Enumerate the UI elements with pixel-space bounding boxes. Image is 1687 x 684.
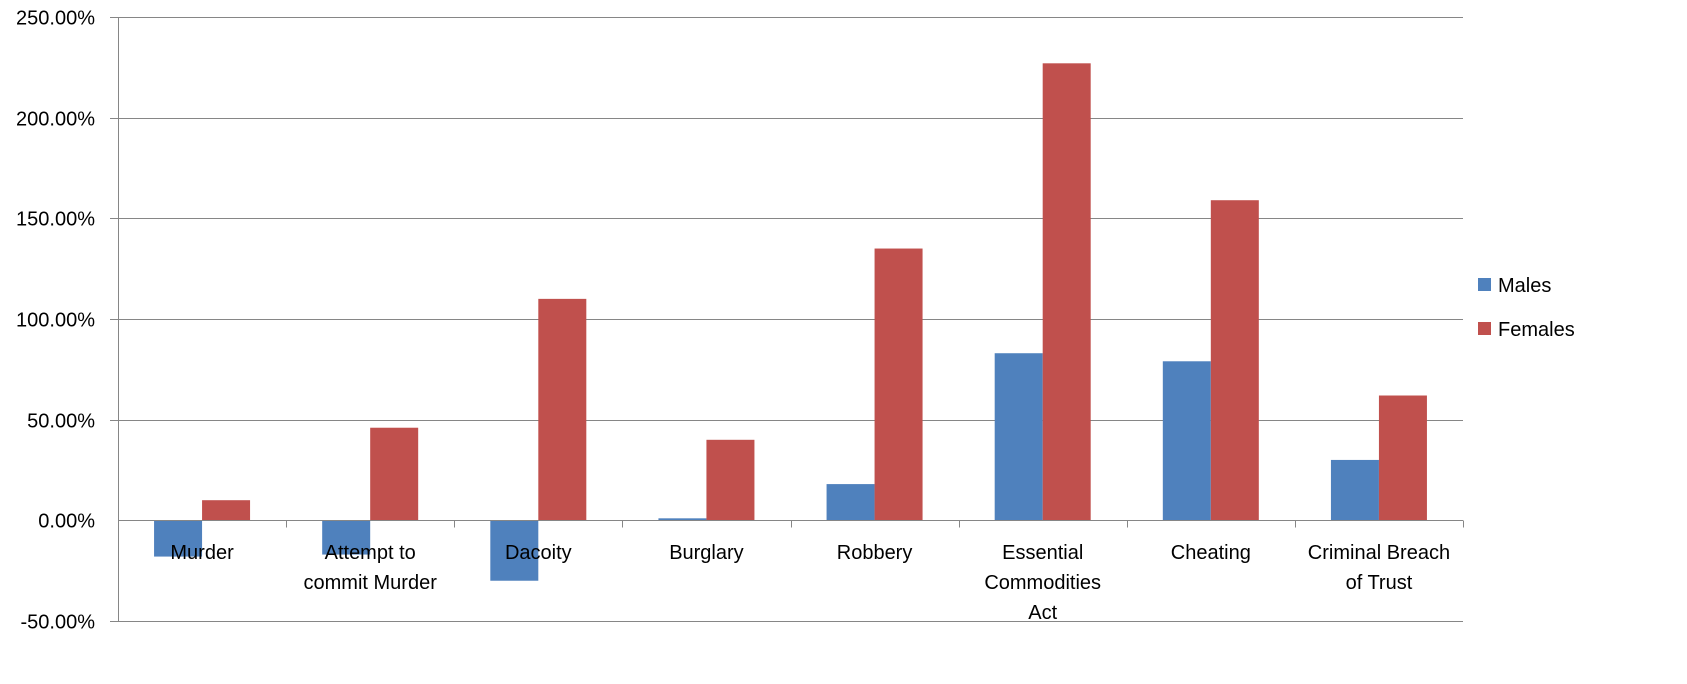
bar-males [658, 518, 707, 521]
bar-males [154, 520, 203, 557]
legend: Males Females [1478, 275, 1575, 341]
bar-females [1210, 200, 1259, 521]
legend-label-males: Males [1498, 275, 1551, 297]
y-tick-label: -50.00% [21, 612, 96, 634]
bar-males [826, 484, 875, 521]
bar-females [538, 298, 587, 521]
y-tick-label: 50.00% [27, 411, 95, 433]
y-tick-label: 100.00% [16, 310, 95, 332]
category-label: Dacoity [505, 542, 572, 564]
category-label: Burglary [669, 542, 743, 564]
category-label-line: Burglary [669, 542, 743, 564]
bars [154, 63, 1427, 581]
legend-swatch-males [1478, 278, 1491, 291]
category-label: Attempt to commit Murder [304, 542, 438, 594]
bar-males [994, 353, 1043, 521]
y-tick-label: 150.00% [16, 209, 95, 231]
category-label: Robbery [837, 542, 913, 564]
category-label-line: Murder [170, 542, 234, 564]
category-label-line: commit Murder [304, 572, 438, 594]
y-tick-label: 0.00% [38, 511, 95, 533]
gridlines [110, 17, 1463, 622]
y-tick-label: 250.00% [16, 8, 95, 30]
legend-swatch-females [1478, 322, 1491, 335]
bar-males [1330, 459, 1379, 521]
category-label-line: Essential [1002, 542, 1083, 564]
bar-females [874, 248, 923, 521]
category-label-line: Commodities [984, 572, 1101, 594]
bar-females [370, 427, 419, 521]
category-label: Murder [170, 542, 234, 564]
bar-females [706, 439, 755, 521]
category-label: Essential Commodities Act [984, 542, 1101, 624]
category-label-line: Robbery [837, 542, 913, 564]
category-label-line: Act [1028, 602, 1057, 624]
y-tick-label: 200.00% [16, 109, 95, 131]
bar-males [490, 520, 539, 581]
category-label-line: Dacoity [505, 542, 572, 564]
category-label-line: Criminal Breach [1308, 542, 1450, 564]
axes [118, 17, 1464, 622]
bar-females [202, 500, 251, 521]
category-label-line: Cheating [1171, 542, 1251, 564]
category-label: Cheating [1171, 542, 1251, 564]
bar-females [1378, 395, 1427, 521]
category-label: Criminal Breach of Trust [1308, 542, 1450, 594]
bar-females [1042, 63, 1091, 521]
bar-males [1162, 361, 1211, 521]
bar-males [322, 520, 371, 555]
y-axis-tick-labels: -50.00% 0.00% 50.00% 100.00% 150.00% 200.00% 2… [16, 8, 95, 634]
x-axis-category-labels: Murder Attempt to commit Murder Dacoity Burg… [170, 542, 1450, 624]
legend-label-females: Females [1498, 319, 1575, 341]
category-label-line: of Trust [1346, 572, 1413, 594]
category-label-line: Attempt to [325, 542, 416, 564]
